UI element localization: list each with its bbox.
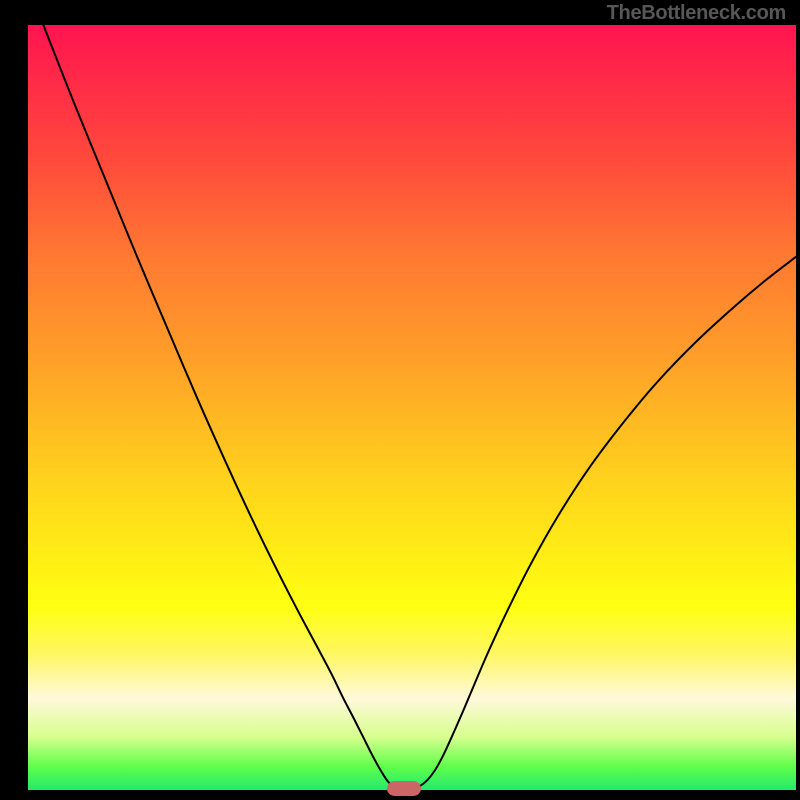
plot-gradient-area bbox=[28, 25, 796, 790]
bottleneck-curve bbox=[28, 25, 796, 790]
optimal-marker bbox=[387, 781, 421, 796]
bottleneck-chart: TheBottleneck.com bbox=[0, 0, 800, 800]
watermark-text: TheBottleneck.com bbox=[607, 2, 786, 25]
